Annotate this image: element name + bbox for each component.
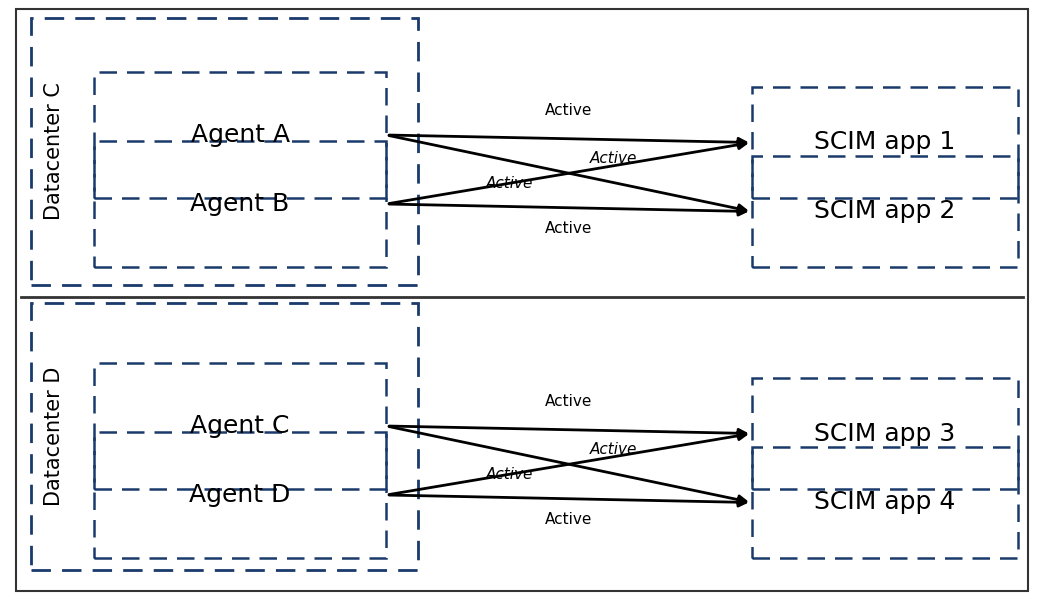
- Text: SCIM app 3: SCIM app 3: [814, 421, 955, 445]
- Text: SCIM app 4: SCIM app 4: [814, 491, 955, 514]
- Bar: [752, 378, 1018, 489]
- Text: Active: Active: [590, 442, 637, 457]
- Bar: [94, 363, 386, 489]
- Text: Agent B: Agent B: [190, 192, 290, 216]
- Text: Active: Active: [545, 221, 593, 236]
- Text: Active: Active: [590, 151, 637, 166]
- Bar: [94, 432, 386, 558]
- Bar: [752, 156, 1018, 267]
- Text: Datacenter C: Datacenter C: [44, 83, 65, 220]
- Bar: [94, 141, 386, 267]
- Text: Agent D: Agent D: [189, 483, 291, 507]
- Text: Active: Active: [485, 467, 532, 482]
- Text: Active: Active: [545, 103, 593, 118]
- Text: Agent A: Agent A: [191, 123, 289, 147]
- Text: Active: Active: [545, 512, 593, 527]
- Bar: [31, 18, 418, 285]
- Text: Agent C: Agent C: [190, 414, 290, 438]
- Text: Active: Active: [545, 394, 593, 409]
- Text: Active: Active: [485, 176, 532, 191]
- Bar: [31, 303, 418, 570]
- Text: SCIM app 1: SCIM app 1: [814, 130, 955, 154]
- Bar: [752, 87, 1018, 198]
- Text: SCIM app 2: SCIM app 2: [814, 199, 955, 223]
- Bar: [94, 72, 386, 198]
- Bar: [752, 447, 1018, 558]
- Text: Datacenter D: Datacenter D: [44, 367, 65, 506]
